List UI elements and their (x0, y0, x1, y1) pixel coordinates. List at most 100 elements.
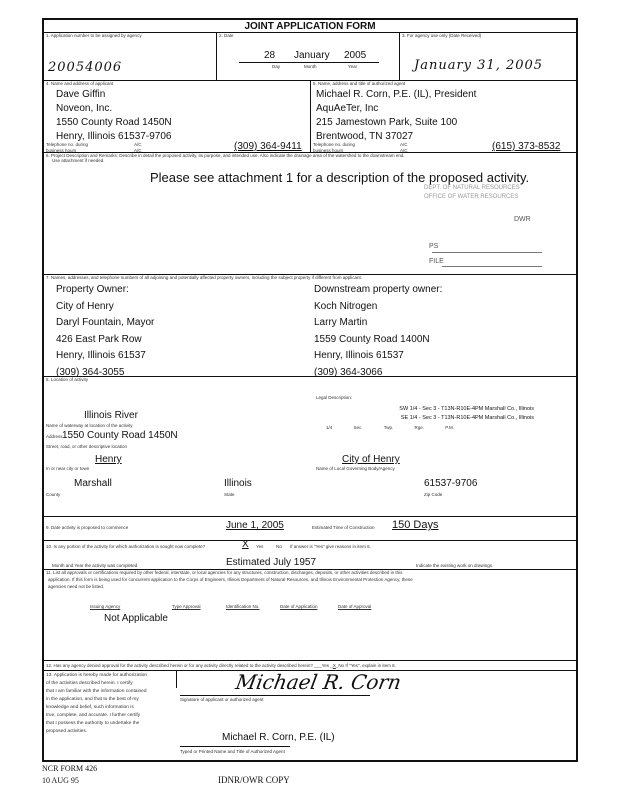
duration-label: Estimated Time of Construction (312, 525, 375, 530)
s8-label: 8. Location of activity (46, 377, 89, 382)
owner-line: Larry Martin (314, 317, 368, 328)
ac-label: A/C (400, 142, 408, 147)
applicant-city: Henry, Illinois 61537-9706 (56, 131, 172, 142)
owner-line: Property Owner: (56, 284, 129, 295)
zip-label: Zip Code (424, 492, 443, 497)
s6-label2: Use attachment if needed. (52, 158, 105, 163)
applicant-name: Dave Giffin (56, 89, 106, 100)
signature-label: Signature of applicant or authorized age… (180, 697, 264, 702)
project-description: Please see attachment 1 for a descriptio… (150, 170, 530, 185)
agent-company: AquAeTer, Inc (316, 103, 379, 114)
applicant-phone: (309) 364-9411 (234, 141, 302, 152)
col: Sec. (353, 425, 363, 430)
s11-label: 11. List all approvals or certifications… (46, 570, 403, 575)
s10-label: 10. Is any portion of the activity for w… (46, 544, 206, 549)
s9-label: 9. Date activity is proposed to commence (46, 525, 129, 530)
agent-name: Michael R. Corn, P.E. (IL), President (316, 89, 477, 100)
owner-line: Downstream property owner: (314, 284, 443, 295)
business-label: business hours (46, 148, 77, 153)
governing-body-label: Name of Local Governing Body/Agency (316, 466, 395, 471)
no-label: No (276, 544, 282, 549)
application-number: 20054006 (48, 60, 123, 75)
legal-label: Legal Description: (316, 395, 353, 400)
legal-line: SW 1/4 - Sec 3 - T13N-R10E-4PM Marshall … (399, 406, 534, 412)
s12-note: If "Yes", explain in item 6. (345, 663, 396, 668)
owner-line: (309) 364-3066 (314, 366, 383, 378)
stamp-file: FILE (429, 258, 444, 265)
legal-description: SW 1/4 - Sec 3 - T13N-R10E-4PM Marshall … (354, 405, 534, 423)
state-label: State (224, 492, 235, 497)
agent-city: Brentwood, TN 37027 (316, 131, 414, 142)
location-address: 1550 County Road 1450N (62, 430, 178, 441)
col-type-approval: Type Approval (172, 604, 201, 609)
cert-line: that I possess the authority to undertak… (46, 721, 140, 726)
owner-line: City of Henry (56, 300, 114, 312)
date-received: January 31, 2005 (414, 58, 544, 73)
legal-columns: 1/4 Sec. Twp. Rge. P.M. (326, 425, 454, 430)
ac-label: A/C (134, 148, 142, 153)
waterway: Illinois River (84, 410, 138, 421)
col-issuing-agency: Issuing Agency (90, 604, 121, 609)
cert-line: that I am familiar with the information … (46, 689, 147, 694)
ac-label: A/C (134, 142, 142, 147)
stamp-line: DEPT. OF NATURAL RESOURCES (424, 185, 520, 191)
s7-label: 7. Names, addresses, and telephone numbe… (46, 275, 363, 280)
stamp-line: OFFICE OF WATER RESOURCES (424, 194, 519, 200)
day-label: Day (272, 64, 281, 69)
denied-no-checkbox[interactable]: X (332, 663, 336, 668)
applicant-street: 1550 County Road 1450N (56, 117, 172, 128)
county-label: County (46, 492, 61, 497)
no-label: No (338, 663, 345, 668)
complete-yes-checkbox[interactable]: X (242, 539, 249, 550)
copy-label: IDNR/OWR COPY (218, 775, 290, 785)
cert-line: proposed activities. (46, 729, 88, 734)
s1-label: 1. Application number to be assigned by … (46, 33, 142, 38)
s2-label: 2. Date (219, 33, 234, 38)
address-label: Address (46, 434, 63, 439)
legal-line: SE 1/4 - Sec 3 - T13N-R10E-4PM Marshall … (400, 415, 534, 421)
col: Twp. (383, 425, 394, 430)
col-identification: Identification No. (226, 604, 260, 609)
county: Marshall (74, 478, 112, 489)
state: Illinois (224, 478, 252, 489)
completed-date: Estimated July 1957 (226, 557, 317, 568)
adjoining-owner-left: Property Owner: City of Henry Daryl Founta… (56, 282, 154, 381)
owner-line: Daryl Fountain, Mayor (56, 317, 155, 328)
agent-printed-name: Michael R. Corn, P.E. (IL) (222, 732, 335, 743)
s11-label2: application. If this form is being used … (48, 577, 413, 582)
approvals-value: Not Applicable (104, 613, 168, 624)
street-label: Street, road, or other descriptive locat… (46, 444, 128, 449)
construction-duration: 150 Days (392, 519, 439, 531)
form-number: NCR FORM 426 (42, 764, 98, 773)
applicant-address: Dave Giffin Noveon, Inc. 1550 County Roa… (56, 88, 296, 144)
s4-label: 4. Name and address of applicant (46, 81, 114, 86)
stamp-ps: PS (429, 243, 439, 250)
s10-note: If answer is "Yes" give reasons in item … (290, 544, 371, 549)
owner-line: 1559 County Road 1400N (314, 333, 430, 345)
form-date: 10 AUG 95 (42, 776, 79, 785)
yes-label: Yes (256, 544, 264, 549)
yes-label: Yes (321, 663, 330, 668)
col: Rge. (414, 425, 425, 430)
owner-line: 426 East Park Row (56, 333, 142, 345)
town: Henry (95, 454, 122, 465)
business-label: business hours (313, 148, 344, 153)
stamp-dwr: DWR (514, 216, 531, 223)
year-label: Year (348, 64, 358, 69)
ac-label: A/C (400, 148, 408, 153)
month-label: Month (304, 64, 317, 69)
completed-label: Month and Year the activity was complete… (52, 563, 138, 568)
s12-label: 12. Has any agency denied approval for t… (46, 663, 313, 668)
col-date-approval: Date of Approval (338, 604, 372, 609)
cert-line: knowledge and belief, such information i… (46, 705, 134, 710)
certification-text: 13. Application is hereby made for autho… (46, 672, 147, 736)
tel-label: Telephone no. during (313, 142, 356, 147)
s12-row: 12. Has any agency denied approval for t… (46, 663, 396, 668)
col: 1/4 (326, 425, 333, 430)
governing-body: City of Henry (342, 454, 400, 465)
cert-line: true, complete, and accurate. I further … (46, 713, 141, 718)
date-month: January (294, 50, 330, 61)
s6-label: 6. Project Description and Remarks: Desc… (46, 153, 405, 158)
waterway-label: Name of waterway at location of the acti… (46, 423, 133, 428)
